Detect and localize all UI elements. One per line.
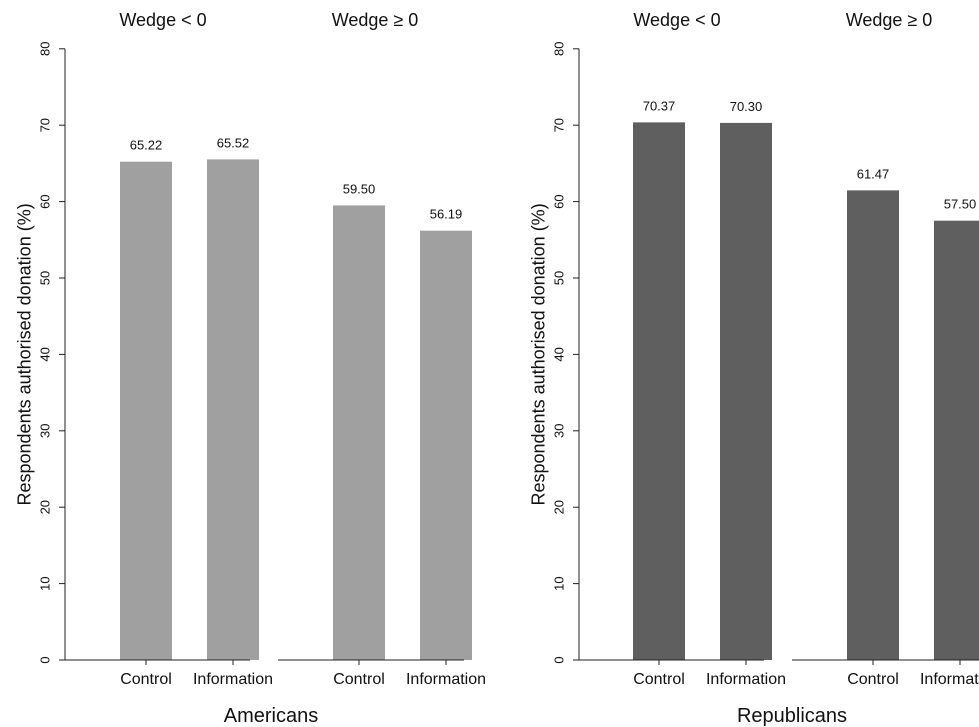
bar-value-label: 70.37 bbox=[643, 98, 676, 113]
y-tick-label: 70 bbox=[551, 118, 566, 132]
panel-title: Wedge < 0 bbox=[633, 10, 720, 30]
bar-control bbox=[847, 190, 899, 660]
y-tick-label: 0 bbox=[37, 656, 52, 663]
y-tick-label: 40 bbox=[551, 347, 566, 361]
y-axis-label: Respondents authorised donation (%) bbox=[529, 203, 549, 505]
y-tick-label: 60 bbox=[551, 194, 566, 208]
bar-value-label: 57.50 bbox=[944, 197, 977, 212]
x-tick-label: Information bbox=[406, 671, 486, 688]
x-tick-label: Control bbox=[120, 671, 172, 688]
y-tick-label: 60 bbox=[37, 194, 52, 208]
y-tick-label: 0 bbox=[551, 656, 566, 663]
bar-value-label: 59.50 bbox=[343, 181, 376, 196]
bar-control bbox=[333, 205, 385, 661]
panel-title: Wedge ≥ 0 bbox=[332, 10, 419, 30]
bar-control bbox=[633, 122, 685, 661]
bar-value-label: 65.52 bbox=[217, 135, 250, 150]
bar-value-label: 70.30 bbox=[730, 99, 763, 114]
y-tick-label: 20 bbox=[551, 500, 566, 514]
y-tick-label: 10 bbox=[37, 576, 52, 590]
y-tick-label: 30 bbox=[37, 424, 52, 438]
x-tick-label: Control bbox=[633, 671, 685, 688]
panel-title: Wedge ≥ 0 bbox=[846, 10, 933, 30]
y-tick-label: 80 bbox=[551, 42, 566, 56]
bar-information bbox=[720, 122, 772, 660]
x-tick-label: Control bbox=[333, 671, 385, 688]
y-tick-label: 20 bbox=[37, 500, 52, 514]
bar-value-label: 61.47 bbox=[857, 166, 890, 181]
y-tick-label: 80 bbox=[37, 42, 52, 56]
x-tick-label: Information bbox=[706, 671, 786, 688]
y-tick-label: 50 bbox=[37, 271, 52, 285]
bar-value-label: 56.19 bbox=[430, 207, 463, 222]
x-tick-label: Information bbox=[920, 671, 979, 688]
chart-group-1: 0 10 20 30 40 50 60 70 80 Respondents authorised … bbox=[529, 10, 979, 727]
chart-group-0: 0 10 20 30 40 50 60 70 80 Respondents authorised … bbox=[15, 10, 486, 727]
y-tick-label: 40 bbox=[37, 347, 52, 361]
y-tick-label: 50 bbox=[551, 271, 566, 285]
panel-title: Wedge < 0 bbox=[119, 10, 206, 30]
y-tick-label: 10 bbox=[551, 576, 566, 590]
x-tick-label: Information bbox=[193, 671, 273, 688]
bar-information bbox=[420, 230, 472, 660]
bar-control bbox=[120, 161, 172, 661]
y-axis-label: Respondents authorised donation (%) bbox=[15, 203, 35, 505]
y-tick-label: 30 bbox=[551, 424, 566, 438]
bar-information bbox=[934, 220, 979, 660]
x-tick-label: Control bbox=[847, 671, 899, 688]
group-caption: Americans bbox=[224, 705, 318, 727]
y-tick-label: 70 bbox=[37, 118, 52, 132]
bar-value-label: 65.22 bbox=[130, 138, 163, 153]
bar-information bbox=[207, 159, 259, 661]
group-caption: Republicans bbox=[737, 705, 847, 727]
